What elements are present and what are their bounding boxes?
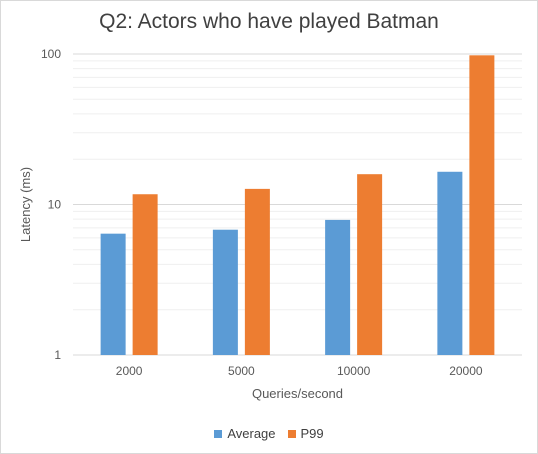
legend-item-average: Average	[214, 426, 276, 441]
legend-item-p99: P99	[287, 426, 324, 441]
bar-average-20000	[437, 171, 463, 355]
bar-p99-2000	[132, 194, 158, 355]
x-tick-label: 10000	[337, 364, 371, 378]
bar-p99-20000	[469, 55, 495, 356]
x-tick-label: 2000	[116, 364, 143, 378]
y-axis-label: Latency (ms)	[18, 167, 33, 242]
legend-swatch-p99	[287, 429, 296, 438]
bar-p99-10000	[357, 174, 383, 355]
legend-swatch-average	[214, 429, 223, 438]
legend-label-average: Average	[227, 426, 276, 441]
bar-average-5000	[212, 229, 238, 355]
bar-p99-5000	[244, 188, 270, 355]
x-tick-label: 20000	[449, 364, 483, 378]
legend-label-p99: P99	[300, 426, 324, 441]
x-tick-label: 5000	[228, 364, 255, 378]
chart-title: Q2: Actors who have played Batman	[99, 10, 439, 33]
y-tick-label: 1	[54, 348, 61, 362]
y-tick-label: 100	[41, 47, 61, 61]
bar-average-10000	[325, 219, 351, 355]
x-axis-label: Queries/second	[252, 386, 343, 401]
chart-legend: Average P99	[0, 426, 538, 441]
y-tick-label: 10	[48, 198, 62, 212]
bar-average-2000	[100, 233, 126, 355]
